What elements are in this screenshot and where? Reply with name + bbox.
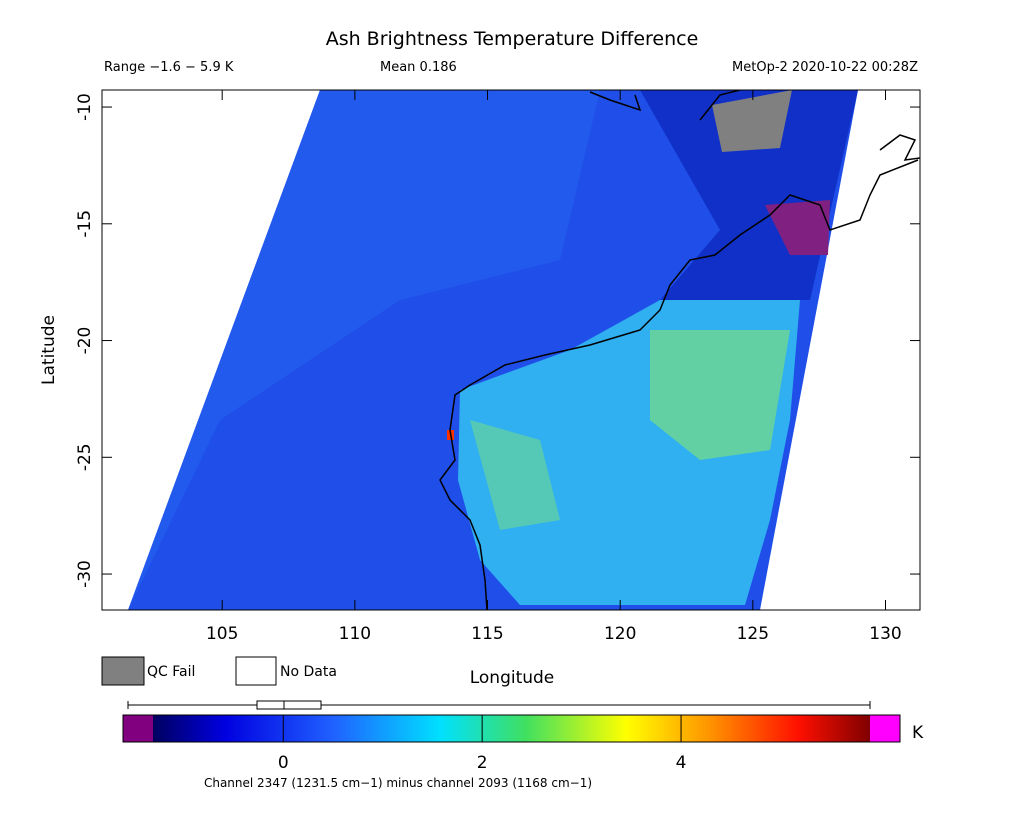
colorbar-unit: K (912, 723, 924, 743)
y-axis-label: Latitude (39, 315, 59, 385)
x-tick-label: 130 (869, 624, 901, 644)
x-axis-label: Longitude (470, 668, 555, 688)
y-tick-label: -30 (75, 560, 95, 588)
x-tick-label: 115 (471, 624, 503, 644)
legend-label: QC Fail (147, 664, 195, 680)
y-tick-label: -15 (75, 210, 95, 238)
mean: Mean 0.186 (380, 60, 457, 75)
footnote: Channel 2347 (1231.5 cm−1) minus channel… (204, 776, 592, 790)
plot-frame (101, 89, 921, 611)
source: MetOp-2 2020-10-22 00:28Z (732, 60, 918, 75)
colorbar-tick-label: 2 (477, 753, 488, 773)
axes: 105 110 115 120 125 130 -10 -15 -20 -25 -30 (75, 90, 920, 644)
x-tick-label: 105 (206, 624, 238, 644)
x-tick-label: 120 (604, 624, 636, 644)
colorbar-ticks: 0 2 4 (278, 715, 687, 773)
distribution-box (127, 700, 871, 710)
qc-fail (712, 90, 792, 152)
coastline (439, 90, 920, 610)
colorbar-under (123, 715, 153, 742)
x-tick-label: 110 (339, 624, 371, 644)
title: Ash Brightness Temperature Difference (326, 28, 699, 50)
warm-core (650, 330, 790, 460)
y-tick-label: -10 (75, 93, 95, 121)
swath-shade (128, 90, 600, 610)
qc-purple (765, 200, 830, 255)
warm-core (470, 420, 560, 530)
map-image (128, 90, 920, 610)
colorbar-tick-label: 0 (278, 753, 289, 773)
range: Range −1.6 − 5.9 K (104, 60, 234, 75)
legend-swatch (235, 656, 277, 686)
colorbar-frame (122, 714, 901, 743)
legend-label: No Data (280, 664, 337, 680)
colorbar (153, 715, 870, 742)
legend-swatch (101, 656, 145, 686)
colorbar-tick-label: 4 (676, 753, 687, 773)
y-tick-label: -20 (75, 327, 95, 355)
y-tick-label: -25 (75, 443, 95, 471)
x-tick-label: 125 (737, 624, 769, 644)
colorbar-over (870, 715, 900, 742)
